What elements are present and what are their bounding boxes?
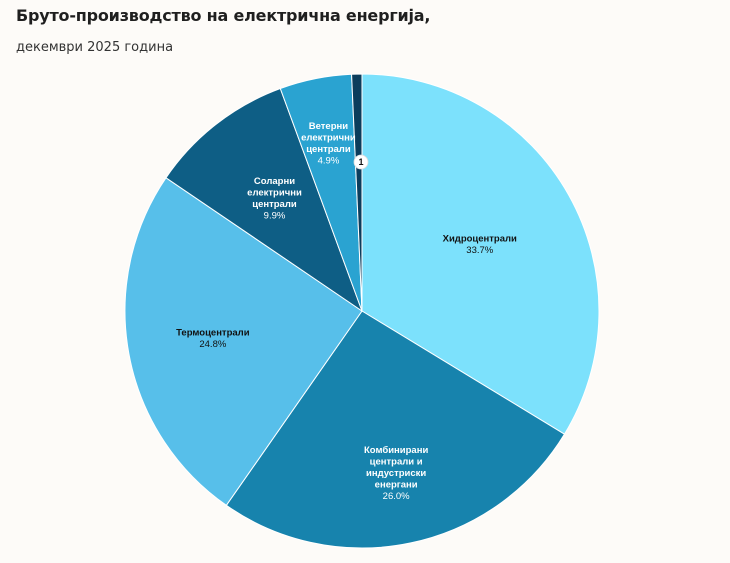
slice-value-label: 9.9% [264, 211, 286, 222]
pie-slice-other[interactable] [351, 73, 363, 312]
slice-category-label: Ветерни [309, 121, 348, 132]
slice-category-label: индустриски [366, 468, 426, 479]
slice-category-label: централи [306, 144, 351, 155]
slice-category-label: електрични [247, 188, 302, 199]
slice-category-label: централи [252, 199, 297, 210]
slice-category-label: Соларни [254, 176, 295, 187]
pie-slice-combined[interactable] [225, 310, 566, 549]
slice-value-label: 24.8% [199, 339, 226, 350]
slice-value-label: 4.9% [318, 155, 340, 166]
slice-value-label: 26.0% [383, 491, 410, 502]
slice-category-label: централи и [370, 456, 423, 467]
slice-value-label: 33.7% [466, 245, 493, 256]
slice-category-label: електрични [301, 132, 356, 143]
callout-badge-text: 1 [358, 157, 363, 167]
slice-category-label: Термоцентрали [176, 327, 250, 338]
slice-category-label: енергани [375, 479, 418, 490]
pie-slice-solar[interactable] [165, 87, 364, 313]
chart-title: Бруто-производство на електрична енергиј… [16, 6, 431, 25]
callout-badge[interactable]: 1 [353, 154, 369, 170]
pie-slice-thermal[interactable] [124, 177, 363, 507]
slice-category-label: Комбинирани [364, 445, 428, 456]
chart-subtitle: декември 2025 година [16, 40, 174, 55]
pie-slice-hydro[interactable] [361, 73, 600, 435]
slice-category-label: Хидроцентрали [443, 234, 517, 245]
